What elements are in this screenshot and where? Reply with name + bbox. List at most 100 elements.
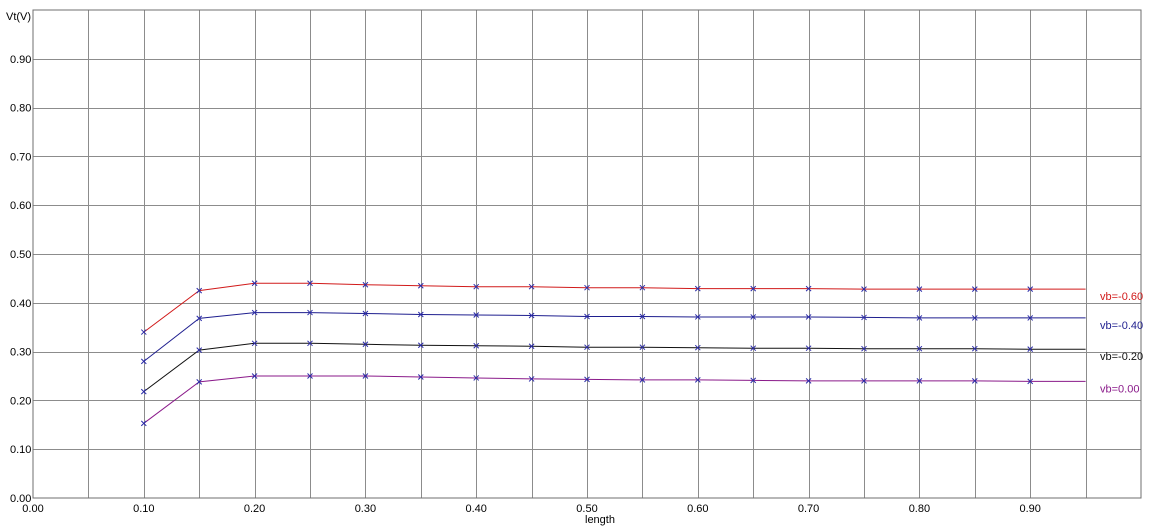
y-tick-label: 0.50 — [10, 249, 31, 261]
data-point-marker — [584, 313, 590, 320]
data-point-marker — [1027, 315, 1034, 321]
data-point-marker — [971, 286, 978, 292]
y-tick-label: 0.30 — [10, 347, 31, 359]
data-point-marker — [805, 285, 812, 292]
data-point-marker — [528, 343, 535, 350]
data-point-marker — [916, 378, 923, 384]
data-point-marker — [196, 315, 203, 322]
data-point-marker — [140, 358, 147, 365]
data-point-marker — [861, 286, 867, 292]
y-tick-label: 0.60 — [10, 200, 31, 212]
series-labels: vb=-0.60 vb=-0.40 vb=-0.20 vb=0.00 — [1100, 291, 1143, 395]
data-point-marker — [805, 378, 812, 384]
data-point-marker — [417, 311, 424, 318]
data-point-marker — [307, 309, 313, 316]
data-point-marker — [417, 342, 424, 349]
x-tick-label: 0.90 — [1019, 503, 1040, 515]
series-label: vb=-0.40 — [1100, 320, 1143, 332]
y-tick-label: 0.00 — [10, 493, 31, 505]
series-label: vb=-0.60 — [1100, 291, 1143, 303]
x-tick-label: 0.50 — [576, 503, 597, 515]
series-label: vb=-0.20 — [1100, 351, 1143, 363]
series-line — [143, 342, 1086, 393]
data-point-marker — [584, 376, 590, 383]
y-axis-label: Vt(V) — [6, 11, 31, 23]
data-point-marker — [971, 315, 978, 321]
data-point-marker — [805, 314, 812, 320]
data-point-marker — [750, 345, 757, 352]
data-point-marker — [140, 420, 147, 427]
data-point-marker — [140, 388, 147, 395]
data-point-marker — [251, 373, 258, 379]
x-tick-label: 0.00 — [22, 503, 43, 515]
data-point-marker — [1027, 346, 1034, 353]
data-point-marker — [584, 284, 590, 291]
data-point-marker — [362, 341, 369, 348]
data-point-marker — [694, 314, 701, 320]
y-tick-label: 0.70 — [10, 151, 31, 163]
data-point-marker — [750, 377, 757, 384]
data-point-marker — [307, 280, 313, 287]
data-point-marker — [196, 347, 203, 353]
series-line — [143, 282, 1086, 333]
series-lines — [140, 280, 1086, 427]
data-point-marker — [639, 313, 646, 320]
data-point-marker — [805, 345, 812, 352]
data-point-marker — [528, 376, 535, 382]
x-tick-label: 0.10 — [133, 503, 154, 515]
data-point-marker — [362, 373, 369, 379]
data-point-marker — [251, 340, 258, 347]
data-point-marker — [1027, 378, 1034, 385]
data-point-marker — [196, 287, 203, 294]
data-point-marker — [861, 314, 867, 321]
y-tick-label: 0.40 — [10, 298, 31, 310]
y-tick-label: 0.90 — [10, 54, 31, 66]
plot-frame — [32, 9, 1142, 499]
data-point-marker — [971, 345, 978, 352]
x-tick-label: 0.40 — [465, 503, 486, 515]
data-point-marker — [528, 283, 535, 290]
data-point-marker — [916, 345, 923, 352]
tick-labels: 0.00 0.10 0.20 0.30 0.40 0.50 0.60 0.70 0.80 0.90… — [10, 54, 1041, 515]
grid-lines — [33, 10, 1141, 498]
data-point-marker — [750, 314, 757, 320]
data-point-marker — [362, 310, 369, 317]
data-point-marker — [971, 378, 978, 384]
y-tick-label: 0.80 — [10, 103, 31, 115]
data-point-marker — [694, 377, 701, 383]
data-point-marker — [307, 340, 313, 347]
data-point-marker — [639, 284, 646, 291]
data-point-marker — [861, 345, 867, 352]
data-point-marker — [861, 378, 867, 384]
data-point-marker — [473, 312, 480, 318]
data-point-marker — [196, 379, 203, 385]
series-line — [143, 375, 1086, 424]
data-point-marker — [473, 283, 480, 290]
series-line — [143, 312, 1086, 362]
data-point-marker — [694, 344, 701, 351]
data-point-marker — [639, 377, 646, 383]
data-point-marker — [916, 315, 923, 321]
x-tick-label: 0.70 — [798, 503, 819, 515]
data-point-marker — [473, 342, 480, 349]
data-point-marker — [473, 375, 480, 381]
y-tick-label: 0.20 — [10, 395, 31, 407]
x-tick-label: 0.20 — [244, 503, 265, 515]
data-point-marker — [251, 280, 258, 287]
data-point-marker — [417, 374, 424, 380]
data-point-marker — [307, 373, 313, 379]
data-point-marker — [362, 281, 369, 288]
data-point-marker — [639, 344, 646, 351]
data-point-marker — [694, 285, 701, 292]
data-point-marker — [1027, 286, 1034, 292]
data-point-marker — [916, 286, 923, 292]
y-tick-label: 0.10 — [10, 444, 31, 456]
data-point-marker — [584, 344, 590, 351]
x-axis-label: length — [585, 514, 615, 526]
x-tick-label: 0.30 — [355, 503, 376, 515]
data-point-marker — [251, 309, 258, 316]
x-tick-label: 0.80 — [909, 503, 930, 515]
data-point-marker — [528, 312, 535, 319]
data-point-marker — [140, 329, 147, 335]
